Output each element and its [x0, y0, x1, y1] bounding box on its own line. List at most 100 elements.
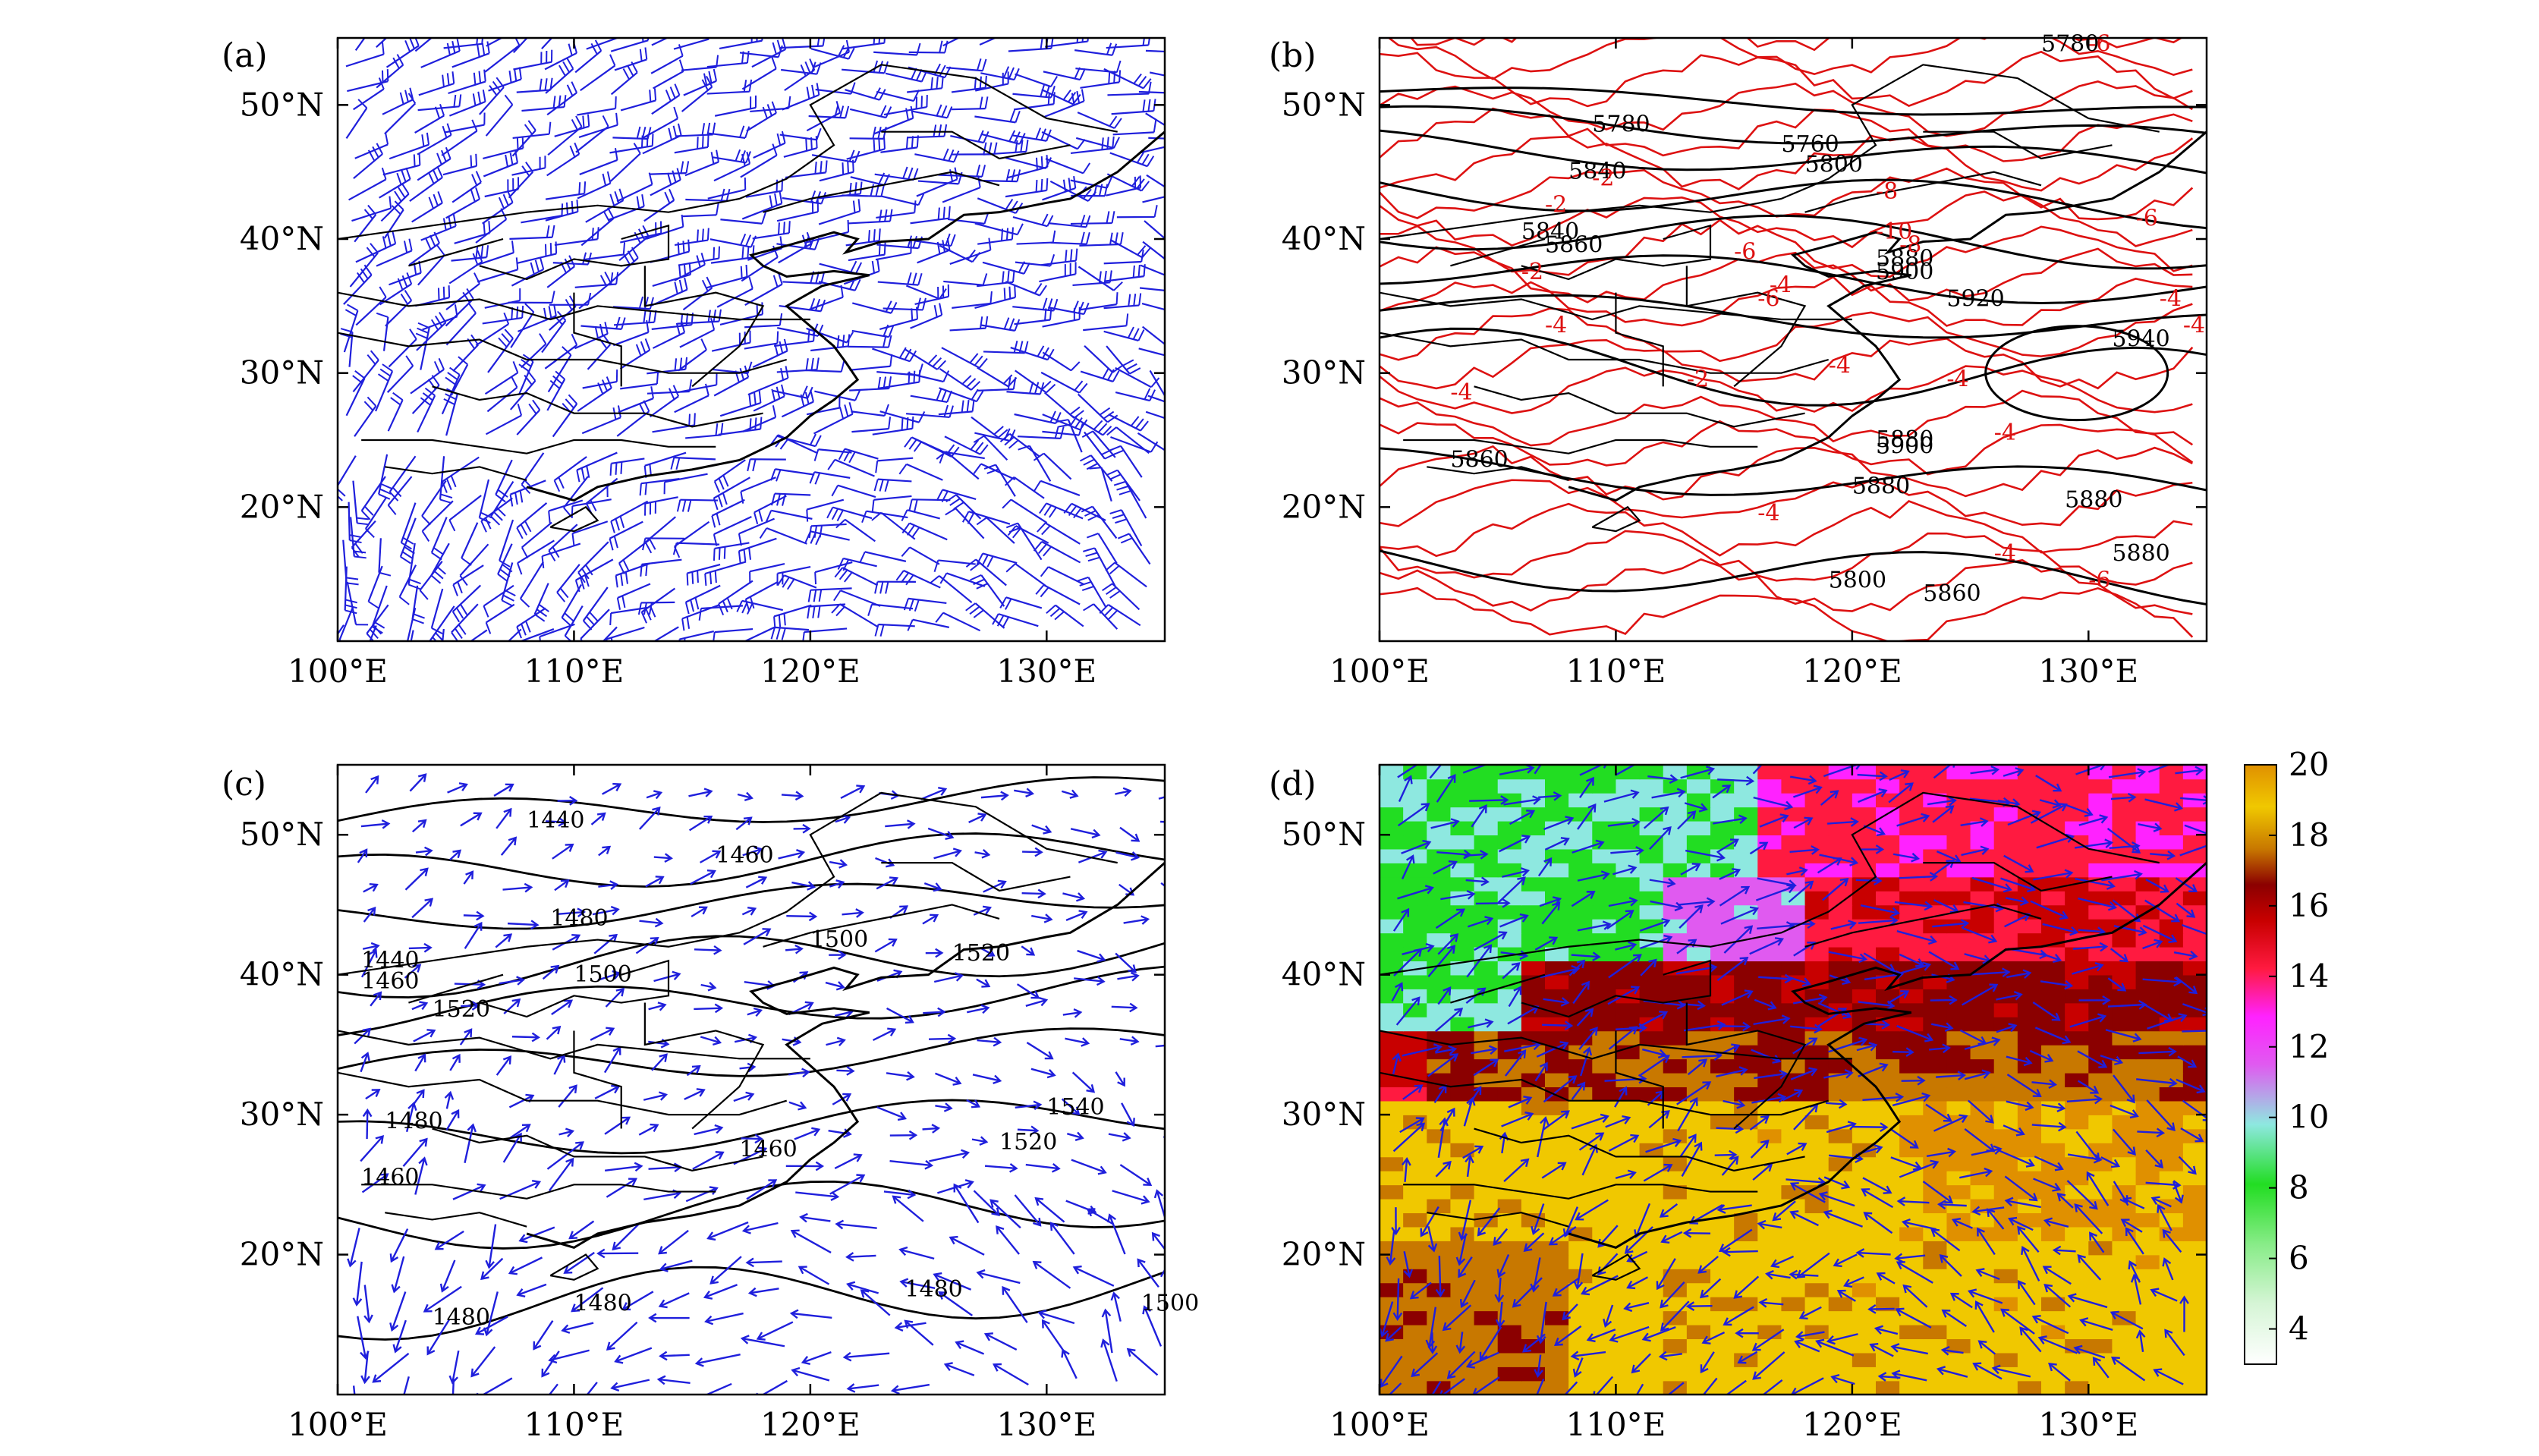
panel-a-barb-flag: [949, 405, 954, 418]
panel-a-barb-flag: [813, 525, 818, 538]
panel-d-shaded-cell: [1734, 1086, 1759, 1102]
panel-d-shaded-cell: [1899, 1296, 1924, 1312]
panel-d-wind-vector: [1685, 1231, 1711, 1234]
panel-c-wind-vector-head: [480, 1271, 489, 1281]
panel-c-wind-vector-head: [796, 849, 806, 859]
panel-d-shaded-cell: [1403, 1241, 1428, 1256]
panel-a-barb-flag: [1009, 109, 1015, 122]
panel-d-wind-vector-head: [1479, 1351, 1488, 1361]
panel-d-shaded-cell: [1663, 848, 1688, 863]
panel-a-barb-flag: [961, 400, 964, 413]
panel-d-shaded-cell: [1993, 807, 2018, 822]
panel-d-shaded-cell: [1757, 1324, 1782, 1340]
panel-d-wind-vector: [1892, 1372, 1927, 1382]
panel-d-shaded-cell: [1686, 820, 1711, 836]
panel-d-shaded-cell: [2041, 946, 2065, 962]
panel-a-wind-barb: [784, 574, 817, 589]
panel-a-barb-flag: [814, 298, 821, 311]
panel-a-barb-flag: [602, 115, 609, 127]
panel-a-barb-flag: [838, 45, 845, 57]
panel-a-barb-flag: [530, 17, 537, 27]
panel-c-wind-vector: [785, 948, 802, 951]
panel-d-shaded-cell: [1380, 1128, 1404, 1143]
panel-d-shaded-cell: [2112, 1017, 2137, 1032]
panel-d-wind-vector: [1738, 1351, 1758, 1363]
panel-d-shaded-cell: [1828, 932, 1853, 948]
panel-d-shaded-cell: [1781, 1100, 1806, 1115]
panel-a-wind-barb: [609, 145, 653, 154]
panel-d-shaded-cell: [1403, 1324, 1428, 1340]
panel-c-wind-vector-head: [842, 814, 851, 824]
panel-d-wind-vector: [2128, 1261, 2141, 1283]
panel-c-height-label: 1460: [716, 842, 773, 869]
panel-d-shaded-cell: [2065, 1143, 2090, 1158]
panel-a-coastline: [526, 131, 1165, 502]
panel-d-shaded-cell: [1380, 1366, 1404, 1382]
panel-a-barb-flag: [522, 640, 524, 641]
panel-a-barb-flag: [681, 618, 685, 631]
panel-d-shaded-cell: [1663, 792, 1688, 808]
panel-a-barb-flag: [1089, 467, 1102, 470]
panel-c-wind-vector-head: [1137, 1258, 1146, 1268]
panel-c-wind-vector: [929, 1152, 969, 1162]
panel-c-wind-vector-head: [1072, 1265, 1082, 1275]
panel-a-barb-flag: [835, 101, 842, 113]
panel-a-wind-barb: [946, 572, 986, 587]
panel-c-wind-vector-head: [815, 1161, 825, 1171]
panel-a-wind-barb: [548, 524, 578, 552]
panel-d-shaded-cell: [2135, 1184, 2160, 1200]
panel-a-barb-flag: [551, 291, 555, 303]
panel-d-shaded-cell: [1899, 835, 1924, 850]
panel-d-shaded-cell: [1804, 1282, 1830, 1297]
panel-d-shaded-cell: [1970, 1156, 1995, 1171]
panel-d-wind-vector: [1902, 1221, 1936, 1231]
panel-a-barb-flag: [370, 243, 379, 253]
panel-d-shaded-cell: [1521, 1310, 1546, 1325]
panel-d-shaded-cell: [1427, 1100, 1452, 1115]
panel-c-wind-vector: [499, 979, 524, 985]
panel-d-shaded-cell: [2159, 961, 2184, 976]
panel-d-wind-vector-head: [1659, 1395, 1666, 1402]
panel-a-wind-barb: [949, 327, 986, 332]
panel-a-barb-flag: [713, 481, 720, 493]
panel-a-barb-flag: [515, 257, 519, 270]
panel-a-barb-flag: [972, 18, 975, 30]
panel-d-shaded-cell: [1923, 807, 1948, 822]
panel-a-barb-flag: [396, 172, 402, 185]
panel-c-height-label: 1440: [361, 947, 419, 973]
panel-d-shaded-cell: [1663, 1143, 1688, 1158]
panel-a-barb-flag: [706, 134, 709, 147]
panel-a-wind-barb: [968, 511, 1011, 525]
panel-a-barb-flag: [586, 615, 596, 627]
panel-a-barb-flag: [1119, 232, 1124, 245]
panel-a-barb-flag: [1043, 505, 1052, 516]
panel-a-wind-barb: [819, 263, 857, 275]
panel-d-shaded-cell: [1970, 974, 1995, 989]
panel-d-shaded-cell: [1380, 792, 1404, 808]
panel-a-barb-flag: [1140, 420, 1149, 432]
panel-c-wind-vector-head: [563, 1265, 573, 1274]
panel-a-wind-barb: [774, 492, 811, 496]
panel-d-shaded-cell: [1380, 1002, 1404, 1017]
panel-a-barb-flag: [846, 332, 854, 343]
panel-a-wind-barb: [682, 287, 713, 311]
panel-a-barb-flag: [377, 373, 389, 382]
panel-d-wind-vector-head: [1796, 1269, 1806, 1278]
panel-a-wind-barb: [650, 172, 687, 175]
panel-a-barb-flag: [511, 241, 514, 253]
panel-a-barb-flag: [746, 50, 750, 64]
panel-a-wind-barb: [744, 324, 780, 329]
panel-d-shaded-cell: [2088, 778, 2113, 794]
panel-d-shaded-cell: [2065, 891, 2090, 906]
panel-c-wind-vector: [829, 860, 847, 866]
panel-d-shaded-cell: [1497, 1086, 1522, 1102]
panel-d-shaded-cell: [1616, 1058, 1641, 1074]
panel-d-shaded-cell: [1946, 1212, 1971, 1228]
panel-a-barb-flag: [766, 510, 772, 522]
panel-a-barb-flag: [1078, 382, 1088, 394]
panel-d-shaded-cell: [1639, 848, 1664, 863]
panel-d-shaded-cell: [2135, 1352, 2160, 1367]
panel-c-wind-vector: [612, 1379, 650, 1389]
panel-a-barb-flag: [936, 489, 944, 502]
panel-d-shaded-cell: [2135, 1338, 2160, 1354]
